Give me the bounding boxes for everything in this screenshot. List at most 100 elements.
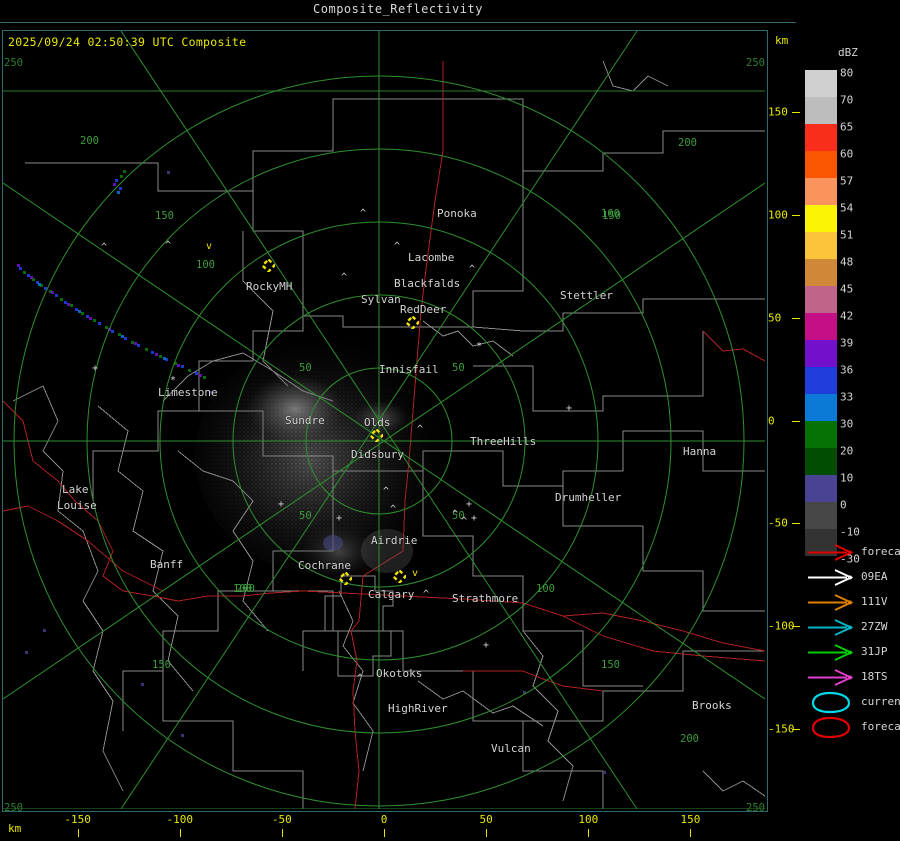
legend-row[interactable]: 09EA xyxy=(805,565,900,590)
map-symbol-marker: ^ xyxy=(341,272,348,283)
map-symbol-marker: + xyxy=(566,403,573,414)
legend-row[interactable]: 18TS xyxy=(805,665,900,690)
range-ring-layer xyxy=(3,31,765,809)
station-marker[interactable] xyxy=(337,570,354,589)
map-symbol-marker: * xyxy=(476,341,483,352)
colorbar-tick-label: 54 xyxy=(840,201,854,215)
colorbar-tick-label: 33 xyxy=(840,390,854,404)
colorbar-band[interactable] xyxy=(805,502,837,529)
colorbar-band[interactable] xyxy=(805,340,837,367)
map-place-label: Lacombe xyxy=(408,251,455,264)
x-axis-tick xyxy=(281,829,283,837)
y-axis-tick-label: 50 xyxy=(768,311,782,325)
corner-range-label: 250 xyxy=(4,57,23,69)
colorbar-band[interactable] xyxy=(805,313,837,340)
map-place-label: Banff xyxy=(150,558,184,571)
colorbar-band[interactable] xyxy=(805,124,837,151)
radar-canvas[interactable] xyxy=(3,31,767,811)
colorbar-tick-label: 0 xyxy=(840,498,847,512)
map-symbol-marker: ^ xyxy=(423,589,430,600)
colorbar-band[interactable] xyxy=(805,475,837,502)
map-symbol-marker: ^ xyxy=(417,424,424,435)
map-symbol-marker: v xyxy=(412,568,419,579)
y-axis-tick xyxy=(792,626,800,628)
colorbar-band[interactable] xyxy=(805,259,837,286)
x-axis-tick xyxy=(486,829,488,837)
legend-label: 111V xyxy=(861,595,888,608)
y-axis-tick-label: -50 xyxy=(768,516,788,530)
y-axis-unit: km xyxy=(775,34,789,47)
title-divider xyxy=(0,22,796,23)
map-symbol-marker: + xyxy=(278,499,285,510)
range-ring-label: 50 xyxy=(299,362,312,374)
range-ring-label: 50 xyxy=(452,362,465,374)
map-place-label: RockyMH xyxy=(246,280,293,293)
arrow-icon xyxy=(808,544,854,561)
x-axis-tick-label: -150 xyxy=(64,813,91,826)
title-bar: Composite_Reflectivity xyxy=(0,0,900,22)
map-place-label: Airdrie xyxy=(371,534,418,547)
arrow-icon xyxy=(808,594,854,611)
colorbar-band[interactable] xyxy=(805,286,837,313)
colorbar-tick-label: -10 xyxy=(840,525,860,539)
colorbar-band[interactable] xyxy=(805,151,837,178)
map-symbol-marker: ^ xyxy=(165,240,172,251)
map-symbol-marker: ^ xyxy=(360,208,367,219)
colorbar-tick-label: 57 xyxy=(840,174,854,188)
colorbar-band[interactable] xyxy=(805,205,837,232)
legend-label: 09EA xyxy=(861,570,888,583)
range-ring-label: 150 xyxy=(152,659,171,671)
colorbar-band[interactable] xyxy=(805,448,837,475)
colorbar-tick-label: 60 xyxy=(840,147,854,161)
colorbar-band[interactable] xyxy=(805,70,837,97)
station-marker[interactable] xyxy=(260,257,277,276)
colorbar-band[interactable] xyxy=(805,367,837,394)
station-marker[interactable] xyxy=(368,427,385,446)
legend-row[interactable]: forecast xyxy=(805,715,900,740)
track-legend: forecast 09EA 111V 27ZW 31JP 18TS current forec… xyxy=(805,540,900,740)
map-place-label: Stettler xyxy=(560,289,613,302)
station-marker[interactable] xyxy=(391,568,408,587)
colorbar-tick-label: 20 xyxy=(840,444,854,458)
map-symbol-marker: ^ xyxy=(469,264,476,275)
colorbar-tick-label: 48 xyxy=(840,255,854,269)
map-symbol-marker: ^ xyxy=(101,242,108,253)
colorbar-band[interactable] xyxy=(805,178,837,205)
map-place-label: HighRiver xyxy=(388,702,448,715)
map-place-label: Sylvan xyxy=(361,293,401,306)
colorbar[interactable] xyxy=(805,70,837,556)
colorbar-tick-label: 65 xyxy=(840,120,854,134)
map-place-label: Brooks xyxy=(692,699,732,712)
y-axis-tick-label: 100 xyxy=(768,208,788,222)
colorbar-band[interactable] xyxy=(805,394,837,421)
range-ring-label: 50 xyxy=(299,510,312,522)
legend-row[interactable]: 31JP xyxy=(805,640,900,665)
legend-row[interactable]: forecast xyxy=(805,540,900,565)
map-place-label: Strathmore xyxy=(452,592,519,605)
x-axis-tick-label: 150 xyxy=(680,813,701,826)
y-axis-tick xyxy=(792,214,800,216)
colorbar-band[interactable] xyxy=(805,232,837,259)
x-axis-tick xyxy=(77,829,79,837)
y-axis-tick-label: 0 xyxy=(768,414,775,427)
station-marker[interactable] xyxy=(404,314,421,333)
legend-row[interactable]: current xyxy=(805,690,900,715)
colorbar-tick-label: 30 xyxy=(840,417,854,431)
legend-row[interactable]: 111V xyxy=(805,590,900,615)
arrow-icon xyxy=(808,619,854,636)
legend-label: 31JP xyxy=(861,645,888,658)
legend-label: 18TS xyxy=(861,670,888,683)
map-symbol-marker: ^ xyxy=(452,509,459,520)
radar-plot-panel[interactable] xyxy=(2,30,768,812)
map-place-label: Lake xyxy=(62,483,89,496)
legend-label: forecast xyxy=(861,545,900,558)
legend-row[interactable]: 27ZW xyxy=(805,615,900,640)
y-axis-tick-label: 150 xyxy=(768,105,788,119)
colorbar-band[interactable] xyxy=(805,421,837,448)
colorbar-tick-label: 45 xyxy=(840,282,854,296)
range-ring-label: 200 xyxy=(680,733,699,745)
colorbar-band[interactable] xyxy=(805,97,837,124)
x-axis-tick-label: 100 xyxy=(578,813,599,826)
map-place-label: Calgary xyxy=(368,588,415,601)
y-axis-tick xyxy=(792,523,800,525)
